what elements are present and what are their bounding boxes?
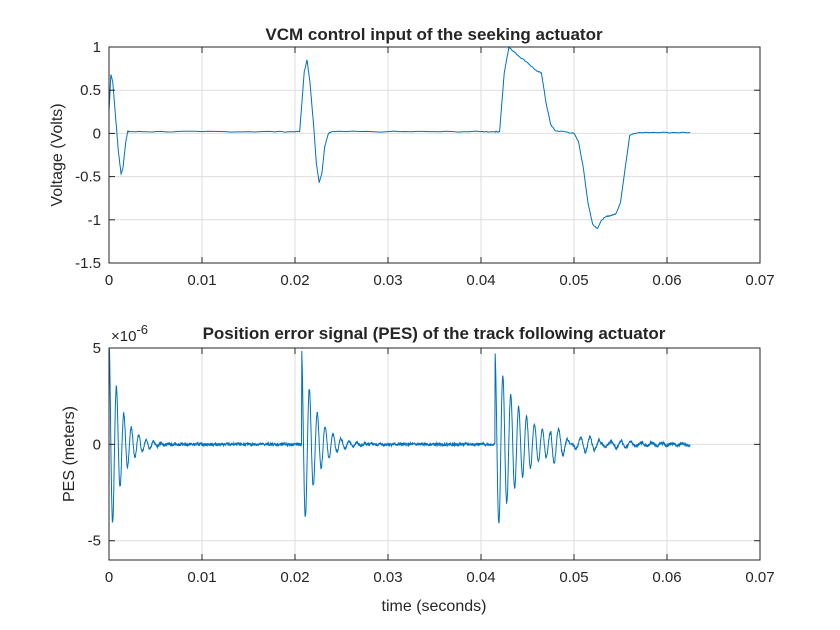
top-plot-border	[108, 46, 761, 264]
x-tick-label: 0.04	[466, 272, 495, 289]
bottom-tick-marks	[108, 347, 761, 560]
x-tick-label: 0.06	[652, 569, 681, 586]
top-x-tick-labels: 0 0.01 0.02 0.03 0.04 0.05 0.06 0.07	[105, 272, 775, 289]
bottom-exponent-label: ×10-6	[111, 322, 148, 345]
y-tick-label: 0	[93, 436, 101, 453]
y-tick-label: 0	[93, 125, 101, 142]
x-tick-label: 0.01	[187, 272, 216, 289]
y-tick-label: 5	[93, 340, 101, 357]
y-tick-label: -5	[88, 533, 101, 550]
exponent-power: -6	[136, 322, 148, 337]
y-tick-label: -1	[88, 212, 101, 229]
bottom-y-axis-label: PES (meters)	[61, 406, 78, 502]
x-tick-label: 0	[105, 569, 113, 586]
x-tick-label: 0.01	[187, 569, 216, 586]
y-tick-label: -1.5	[75, 255, 101, 272]
x-tick-label: 0.06	[652, 272, 681, 289]
x-tick-label: 0.05	[559, 569, 588, 586]
x-tick-label: 0.05	[559, 272, 588, 289]
bottom-x-tick-labels: 0 0.01 0.02 0.03 0.04 0.05 0.06 0.07	[105, 569, 775, 586]
bottom-y-tick-labels: -5 0 5	[88, 340, 101, 550]
bottom-chart-title: Position error signal (PES) of the track…	[203, 324, 666, 343]
x-tick-label: 0.02	[280, 569, 309, 586]
exponent-base: ×10	[111, 328, 136, 345]
top-tick-marks	[108, 46, 761, 264]
x-tick-label: 0.07	[745, 272, 774, 289]
x-tick-label: 0.04	[466, 569, 495, 586]
top-plot-area	[108, 46, 761, 264]
top-series-line	[108, 45, 691, 230]
y-tick-label: 0.5	[80, 82, 101, 99]
bottom-plot: 0 0.01 0.02 0.03 0.04 0.05 0.06 0.07 -5 0 5 ×10-6…	[61, 322, 775, 615]
top-plot: 0 0.01 0.02 0.03 0.04 0.05 0.06 0.07 -1.5 -1 -0.5…	[49, 25, 775, 289]
x-tick-label: 0.03	[373, 569, 402, 586]
x-tick-label: 0	[105, 272, 113, 289]
top-y-axis-label: Voltage (Volts)	[49, 103, 66, 206]
top-y-tick-labels: -1.5 -1 -0.5 0 0.5 1	[75, 39, 101, 272]
x-tick-label: 0.02	[280, 272, 309, 289]
bottom-plot-area	[108, 347, 761, 561]
y-tick-label: -0.5	[75, 169, 101, 186]
bottom-x-axis-label: time (seconds)	[382, 598, 487, 615]
bottom-plot-border	[108, 347, 761, 561]
y-tick-label: 1	[93, 39, 101, 56]
bottom-series-line	[108, 347, 691, 524]
x-tick-label: 0.03	[373, 272, 402, 289]
x-tick-label: 0.07	[745, 569, 774, 586]
top-chart-title: VCM control input of the seeking actuato…	[265, 25, 603, 44]
